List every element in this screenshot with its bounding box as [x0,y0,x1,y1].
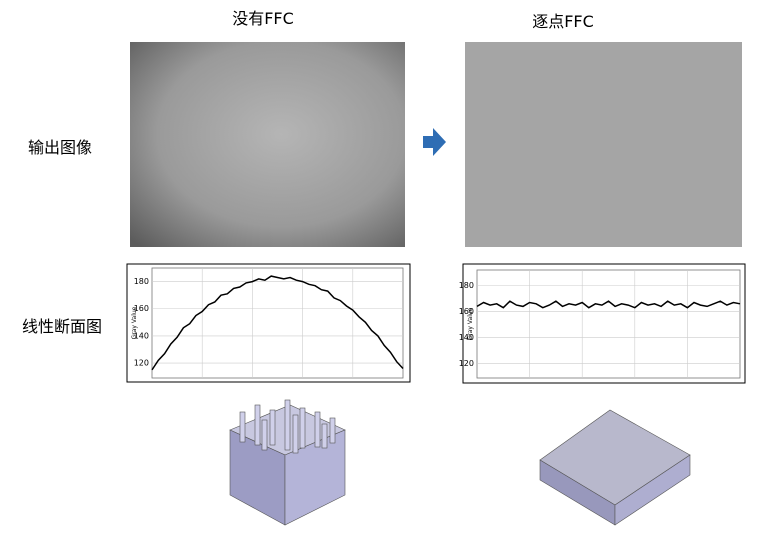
y-axis-label: Gray Value [467,307,474,340]
row-label: 输出图像 [28,138,92,157]
y-tick-label: 140 [459,333,474,342]
column-header: 没有FFC [232,9,294,28]
chart-frame [462,263,746,384]
plot-area [476,269,741,379]
output-image [465,42,742,247]
surface-3d [229,399,346,526]
profile-line [476,300,741,309]
arrow [423,128,446,156]
output-image [130,42,405,247]
y-tick-label: 140 [134,331,149,340]
plot-area [151,267,404,379]
row-label: 线性断面图 [22,317,102,336]
y-tick-label: 120 [459,359,474,368]
y-tick-label: 180 [134,277,149,286]
y-tick-label: 160 [134,304,149,313]
profile-line [151,275,404,371]
y-axis-label: Gray Value [131,306,138,339]
y-tick-label: 120 [134,359,149,368]
column-header: 逐点FFC [532,12,594,31]
surface-3d [539,409,691,526]
y-tick-label: 160 [459,307,474,316]
y-tick-label: 180 [459,281,474,290]
chart-frame [126,263,411,383]
